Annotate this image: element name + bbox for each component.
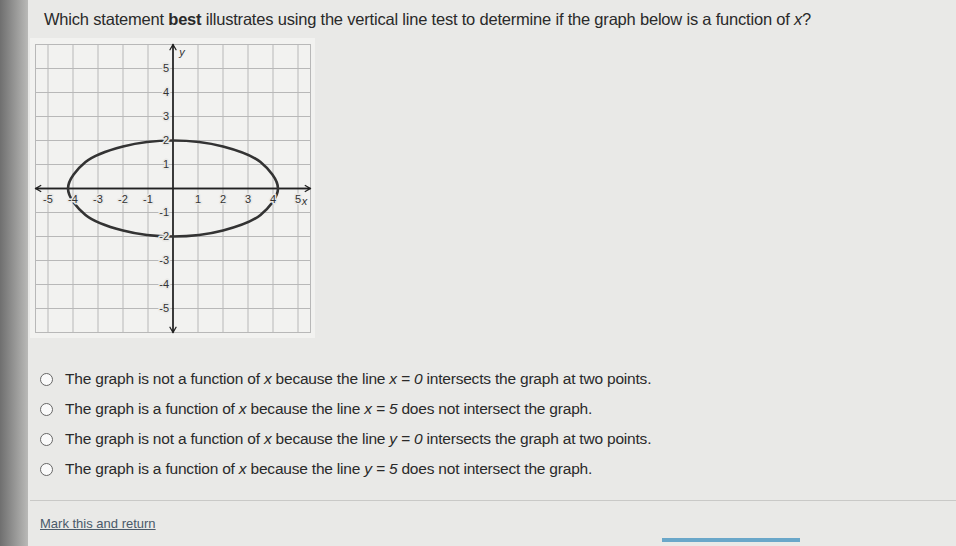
svg-text:3: 3 bbox=[163, 110, 169, 122]
svg-text:2: 2 bbox=[163, 134, 169, 146]
svg-text:-5: -5 bbox=[43, 193, 53, 205]
svg-text:-3: -3 bbox=[159, 254, 169, 266]
svg-text:x: x bbox=[301, 195, 308, 207]
svg-text:-1: -1 bbox=[159, 206, 169, 218]
svg-text:-5: -5 bbox=[159, 302, 169, 314]
svg-text:y: y bbox=[178, 46, 186, 58]
svg-text:5: 5 bbox=[295, 193, 301, 205]
svg-text:-4: -4 bbox=[159, 278, 169, 290]
svg-text:4: 4 bbox=[270, 193, 276, 205]
svg-text:-2: -2 bbox=[118, 193, 128, 205]
svg-text:4: 4 bbox=[163, 86, 169, 98]
svg-text:5: 5 bbox=[163, 62, 169, 74]
html-text:Which statement best illustrat: Which statement best illustrates using t… bbox=[44, 10, 812, 28]
svg-text:1: 1 bbox=[195, 193, 201, 205]
svg-text:1: 1 bbox=[163, 158, 169, 170]
svg-text:2: 2 bbox=[220, 193, 226, 205]
svg-text:-4: -4 bbox=[68, 193, 78, 205]
svg-text:-2: -2 bbox=[159, 230, 169, 242]
html-text:The graph is not a function of: The graph is not a function of x because… bbox=[65, 430, 652, 447]
html-text:The graph is not a function of: The graph is not a function of x because… bbox=[65, 370, 652, 387]
html-text:The graph is a function of x b: The graph is a function of x because the… bbox=[65, 460, 593, 477]
svg-text:-1: -1 bbox=[143, 193, 153, 205]
html-text:Mark this and return: Mark this and return bbox=[40, 516, 156, 531]
svg-text:3: 3 bbox=[245, 193, 251, 205]
html-text:The graph is a function of x b: The graph is a function of x because the… bbox=[65, 400, 593, 417]
svg-text:-3: -3 bbox=[93, 193, 103, 205]
